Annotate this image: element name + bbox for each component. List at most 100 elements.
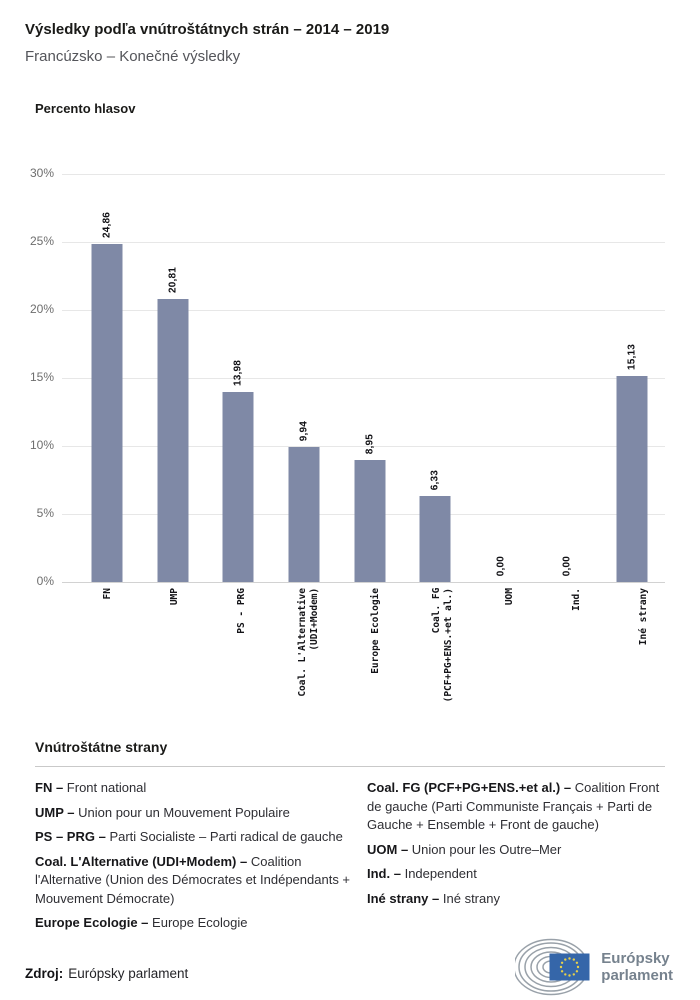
- bar: [419, 496, 451, 582]
- category-axis: FN UMP PS - PRG Coal. L'Alternative (UDI+Mo…: [62, 583, 677, 723]
- bar-value-label: 9,94: [298, 421, 309, 441]
- bar-value-text: 9,94: [298, 420, 310, 441]
- legend-term: PS – PRG –: [35, 829, 106, 844]
- gridline: [62, 242, 665, 243]
- legend-term: Coal. FG (PCF+PG+ENS.+et al.) –: [367, 780, 572, 795]
- legend-desc: Coalition l'Alternative (Union des Démoc…: [35, 853, 351, 906]
- y-axis-title: Percento hlasov: [35, 101, 136, 116]
- legend-columns: FN – Front national UMP – Union pour un M…: [35, 779, 665, 939]
- plot-area: 24,86 20,81 13,98 9,94 8,95 6,33 0,00 0,00 15,13: [62, 174, 665, 583]
- legend-desc: Europe Ecologie: [152, 915, 248, 930]
- category-slot: PS - PRG: [208, 583, 275, 723]
- category-label: Coal. FG (PCF+PG+ENS.+et al.): [431, 588, 455, 702]
- y-tick-label: 5%: [36, 506, 54, 520]
- legend-item: UOM – Union pour les Outre–Mer: [367, 841, 665, 860]
- legend-item: FN – Front national: [35, 779, 357, 798]
- logo-text-line2: parlament: [601, 967, 673, 984]
- y-axis: 30% 25% 20% 15% 10% 5% 0%: [0, 166, 54, 588]
- category-label: Europe Ecologie: [370, 588, 382, 674]
- bar-value-label: 6,33: [430, 470, 441, 490]
- legend-term: Coal. L'Alternative (UDI+Modem) –: [35, 853, 248, 869]
- legend-desc: Iné strany: [442, 890, 500, 906]
- bar-slot: 13,98: [205, 174, 271, 582]
- category-slot: UOM: [476, 583, 543, 723]
- eu-flag-icon: [549, 953, 590, 981]
- y-tick-label: 15%: [29, 370, 54, 384]
- hemicycle-icon: [515, 938, 590, 996]
- bar-slot: 9,94: [271, 174, 337, 582]
- bar-slot: 0,00: [534, 174, 600, 582]
- bar-value-label: 8,95: [364, 434, 375, 454]
- legend-item: UMP – Union pour un Mouvement Populaire: [35, 804, 357, 823]
- category-label: PS - PRG: [236, 588, 248, 634]
- logo-text: Európsky parlament: [601, 950, 673, 984]
- legend-item: Ind. – Independent: [367, 865, 665, 884]
- category-slot: FN: [74, 583, 141, 723]
- bar-value-label: 13,98: [233, 360, 244, 386]
- legend-column: FN – Front national UMP – Union pour un M…: [35, 779, 357, 939]
- y-tick-label: 20%: [29, 302, 54, 316]
- source-label: Zdroj:: [25, 966, 64, 981]
- y-tick-label: 30%: [29, 166, 54, 180]
- bar-value-label: 15,13: [627, 344, 638, 370]
- category-label-text: PS - PRG: [235, 588, 247, 634]
- legend-term: Europe Ecologie –: [35, 915, 149, 930]
- legend-divider: [35, 766, 665, 767]
- bar-slot: 15,13: [599, 174, 665, 582]
- legend-column: Coal. FG (PCF+PG+ENS.+et al.) – Coalitio…: [367, 779, 665, 939]
- legend-term: Iné strany –: [367, 890, 440, 906]
- legend-desc: Union pour les Outre–Mer: [411, 841, 562, 857]
- category-label-text: Ind.: [570, 588, 582, 611]
- legend-item: Coal. L'Alternative (UDI+Modem) – Coalit…: [35, 853, 357, 909]
- eu-parliament-logo: Európsky parlament: [515, 938, 673, 996]
- bar: [288, 447, 320, 582]
- category-label: UOM: [504, 588, 516, 605]
- category-label-text: UOM: [503, 588, 515, 606]
- category-label-text: FN: [101, 588, 113, 600]
- bar: [157, 299, 188, 582]
- bar-value-label: 20,81: [167, 267, 178, 293]
- legend-term: UOM –: [367, 841, 409, 857]
- logo-text-line1: Európsky: [601, 950, 670, 967]
- category-label-text: Coal. FG (PCF+PG+ENS.+et al.): [430, 588, 454, 703]
- page-subtitle: Francúzsko – Konečné výsledky: [25, 48, 241, 65]
- legend-desc: Union pour un Mouvement Populaire: [78, 804, 290, 820]
- category-slot: Coal. FG (PCF+PG+ENS.+et al.): [409, 583, 476, 723]
- legend-term: UMP –: [35, 804, 75, 820]
- category-label: Iné strany: [638, 588, 650, 645]
- source-text: Európsky parlament: [68, 966, 189, 981]
- legend-term: FN –: [35, 780, 64, 795]
- bar-slot: 6,33: [402, 174, 468, 582]
- bar-value-label: 24,86: [101, 212, 112, 238]
- y-tick-label: 10%: [29, 438, 54, 452]
- legend-item: Coal. FG (PCF+PG+ENS.+et al.) – Coalitio…: [367, 779, 665, 835]
- category-label: Coal. L'Alternative (UDI+Modem): [297, 588, 321, 697]
- gridline: [62, 310, 665, 311]
- category-label: Ind.: [571, 588, 583, 611]
- category-slot: Coal. L'Alternative (UDI+Modem): [275, 583, 342, 723]
- bar-value-label: 0,00: [561, 556, 572, 576]
- category-slot: Iné strany: [610, 583, 677, 723]
- legend-desc: Independent: [404, 866, 477, 881]
- bar-value-text: 0,00: [561, 555, 573, 576]
- bar-value-label: 0,00: [495, 556, 506, 576]
- category-label-text: Iné strany: [637, 588, 649, 646]
- category-label-text: Coal. L'Alternative (UDI+Modem): [296, 588, 320, 697]
- category-slot: Ind.: [543, 583, 610, 723]
- bar-value-text: 24,86: [101, 211, 113, 238]
- bar: [91, 244, 123, 582]
- bar-value-text: 6,33: [429, 469, 441, 490]
- legend-heading: Vnútroštátne strany: [35, 739, 168, 755]
- legend-item: Europe Ecologie – Europe Ecologie: [35, 914, 357, 933]
- category-label-text: UMP: [168, 588, 180, 606]
- bar-slot: 0,00: [468, 174, 534, 582]
- bars: 24,86 20,81 13,98 9,94 8,95 6,33 0,00 0,00 15,13: [62, 174, 665, 582]
- gridline: [62, 446, 665, 447]
- category-label: FN: [102, 588, 114, 599]
- bar-slot: 20,81: [140, 174, 206, 582]
- legend-term: Ind. –: [367, 866, 401, 881]
- bar: [354, 460, 386, 582]
- gridline: [62, 174, 665, 175]
- legend-item: Iné strany – Iné strany: [367, 890, 665, 909]
